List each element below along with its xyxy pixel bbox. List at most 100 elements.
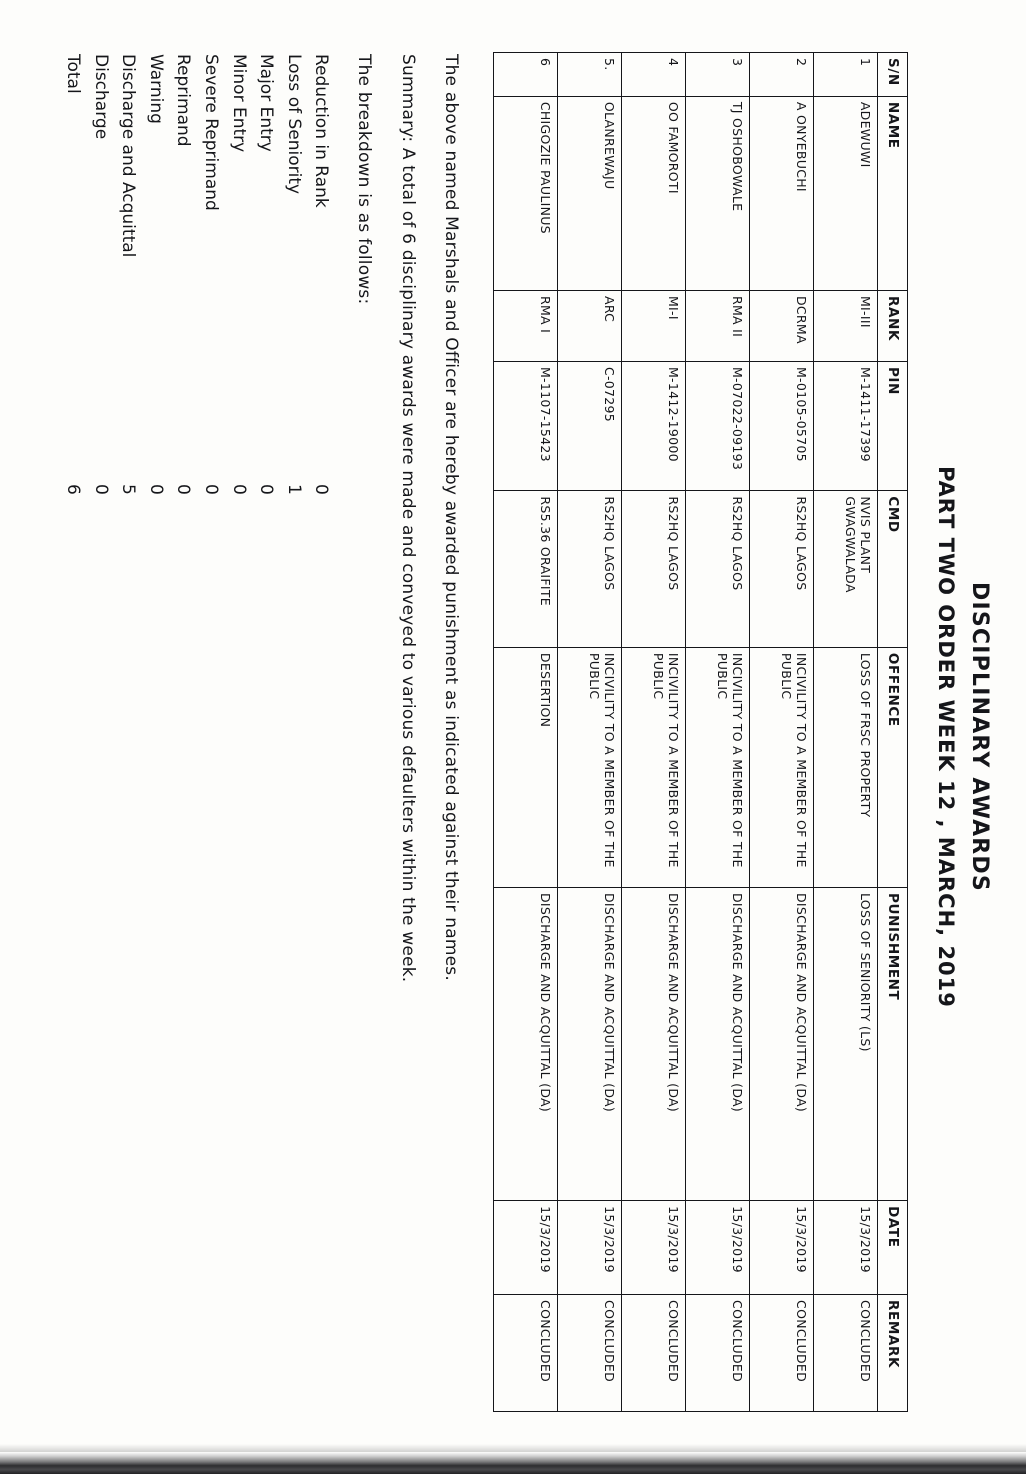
list-item: Minor Entry 0 [224, 54, 252, 674]
cell-sn: 3 [685, 52, 750, 97]
cell-date: 15/3/2019 [557, 1200, 622, 1295]
breakdown-value: 1 [283, 484, 304, 495]
cell-cmd: RS5.36 ORAIFITE [493, 490, 558, 648]
breakdown-value: 0 [90, 484, 111, 495]
cell-name: A ONYEBUCHI [749, 96, 814, 291]
cell-name: OLANREWAJU [557, 96, 622, 291]
column-header-date: DATE [877, 1200, 908, 1295]
breakdown-list: Reduction in Rank 0 Loss of Seniority 1 … [59, 54, 334, 674]
list-item: Warning 0 [141, 54, 169, 674]
cell-offence: DESERTION [493, 647, 558, 888]
cell-date: 15/3/2019 [685, 1200, 750, 1295]
cell-pin: M-0105-05705 [749, 361, 814, 491]
breakdown-label: Reduction in Rank [311, 54, 332, 208]
paragraph-breakdown-intro: The breakdown is as follows: [354, 54, 375, 305]
column-header-remark: REMARK [877, 1294, 908, 1412]
cell-rank: DCRMA [749, 290, 814, 362]
breakdown-label: Minor Entry [228, 54, 249, 153]
cell-remark: CONCLUDED [557, 1294, 622, 1412]
cell-remark: CONCLUDED [685, 1294, 750, 1412]
cell-sn: 2 [749, 52, 814, 97]
list-item: Major Entry 0 [252, 54, 280, 674]
cell-rank: MI-I [621, 290, 686, 362]
cell-date: 15/3/2019 [493, 1200, 558, 1295]
cell-cmd: RS2HQ LAGOS [557, 490, 622, 648]
cell-cmd: RS2HQ LAGOS [685, 490, 750, 648]
cell-date: 15/3/2019 [813, 1200, 878, 1295]
cell-date: 15/3/2019 [621, 1200, 686, 1295]
list-item: Severe Reprimand 0 [196, 54, 224, 674]
breakdown-label: Severe Reprimand [200, 54, 221, 211]
cell-remark: CONCLUDED [621, 1294, 686, 1412]
breakdown-value: 0 [200, 484, 221, 495]
breakdown-label: Loss of Seniority [283, 54, 304, 195]
table-row: 3 TJ OSHOBOWALE RMA II M-07022-09193 RS2… [685, 52, 750, 1412]
column-header-rank: RANK [877, 290, 908, 362]
narrative-text: The above named Marshals and Officer are… [348, 54, 467, 1434]
table-row: 4 OO FAMOROTI MI-I M-1412-19000 RS2HQ LA… [621, 52, 686, 1412]
table-row: 1 ADEWUWI MI-III M-1411-17399 NVIS PLANT… [813, 52, 878, 1412]
list-item: Discharge 0 [86, 54, 114, 674]
breakdown-value: 5 [118, 484, 139, 495]
cell-sn: 5. [557, 52, 622, 97]
column-header-punishment: PUNISHMENT [877, 887, 908, 1201]
breakdown-label: Discharge [90, 54, 111, 140]
paragraph-summary: Summary: A total of 6 disciplinary award… [397, 54, 418, 983]
breakdown-label: Major Entry [256, 54, 277, 152]
breakdown-label: Warning [145, 54, 166, 124]
cell-punishment: DISCHARGE AND ACQUITTAL (DA) [557, 887, 622, 1201]
breakdown-value: 0 [228, 484, 249, 495]
list-item: Loss of Seniority 1 [279, 54, 307, 674]
table-row: 6 CHIGOZIE PAULINUS RMA I M-1107-15423 R… [493, 52, 558, 1412]
cell-offence: INCIVILITY TO A MEMBER OF THE PUBLIC [749, 647, 814, 888]
cell-name: OO FAMOROTI [621, 96, 686, 291]
cell-offence: INCIVILITY TO A MEMBER OF THE PUBLIC [557, 647, 622, 888]
column-header-name: NAME [877, 96, 908, 291]
cell-pin: M-1412-19000 [621, 361, 686, 491]
breakdown-label: Total [63, 54, 84, 94]
table-row: 2 A ONYEBUCHI DCRMA M-0105-05705 RS2HQ L… [749, 52, 814, 1412]
disciplinary-awards-table: S/N NAME RANK PIN CMD OFFENCE PUNISHMENT… [493, 52, 908, 1412]
awards-table-container: S/N NAME RANK PIN CMD OFFENCE PUNISHMENT… [493, 52, 908, 1446]
cell-offence: INCIVILITY TO A MEMBER OF THE PUBLIC [621, 647, 686, 888]
document-header: DISCIPLINARY AWARDS PART TWO ORDER WEEK … [934, 0, 1026, 1474]
breakdown-value: 0 [256, 484, 277, 495]
cell-punishment: DISCHARGE AND ACQUITTAL (DA) [685, 887, 750, 1201]
cell-pin: M-1411-17399 [813, 361, 878, 491]
cell-name: CHIGOZIE PAULINUS [493, 96, 558, 291]
table-header-row: S/N NAME RANK PIN CMD OFFENCE PUNISHMENT… [877, 52, 908, 1412]
cell-offence: LOSS OF FRSC PROPERTY [813, 647, 878, 888]
cell-remark: CONCLUDED [749, 1294, 814, 1412]
breakdown-value: 6 [63, 484, 84, 495]
cell-punishment: DISCHARGE AND ACQUITTAL (DA) [493, 887, 558, 1201]
cell-cmd: RS2HQ LAGOS [621, 490, 686, 648]
table-row: 5. OLANREWAJU ARC C-07295 RS2HQ LAGOS IN… [557, 52, 622, 1412]
cell-remark: CONCLUDED [493, 1294, 558, 1412]
cell-rank: RMA II [685, 290, 750, 362]
cell-punishment: DISCHARGE AND ACQUITTAL (DA) [621, 887, 686, 1201]
breakdown-label: Discharge and Acquittal [118, 54, 139, 258]
breakdown-label: Reprimand [173, 54, 194, 147]
cell-punishment: LOSS OF SENIORITY (LS) [813, 887, 878, 1201]
cell-sn: 4 [621, 52, 686, 97]
column-header-cmd: CMD [877, 490, 908, 648]
list-item: Reduction in Rank 0 [307, 54, 335, 674]
list-item: Total 6 [59, 54, 87, 674]
cell-remark: CONCLUDED [813, 1294, 878, 1412]
cell-rank: RMA I [493, 290, 558, 362]
page-subtitle: PART TWO ORDER WEEK 12 , MARCH, 2019 [934, 466, 958, 1008]
cell-name: TJ OSHOBOWALE [685, 96, 750, 291]
cell-cmd: NVIS PLANT GWAGWALADA [813, 490, 878, 648]
column-header-offence: OFFENCE [877, 647, 908, 888]
cell-rank: MI-III [813, 290, 878, 362]
breakdown-value: 0 [311, 484, 332, 495]
cell-offence: INCIVILITY TO A MEMBER OF THE PUBLIC [685, 647, 750, 888]
list-item: Discharge and Acquittal 5 [114, 54, 142, 674]
scanner-bed-edge [0, 1444, 1026, 1474]
cell-name: ADEWUWI [813, 96, 878, 291]
breakdown-value: 0 [173, 484, 194, 495]
cell-pin: M-1107-15423 [493, 361, 558, 491]
cell-sn: 1 [813, 52, 878, 97]
